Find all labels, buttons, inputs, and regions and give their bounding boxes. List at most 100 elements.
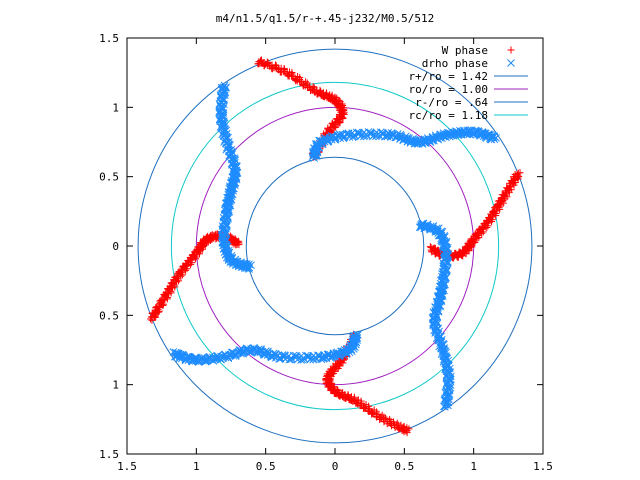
data-point [172, 351, 180, 360]
data-point [169, 348, 178, 356]
data-point [346, 396, 354, 404]
data-point [376, 414, 384, 422]
x-tick-label: 0.5 [394, 460, 414, 473]
data-point [388, 421, 396, 429]
data-point [213, 354, 222, 363]
data-point [369, 409, 377, 417]
data-point [384, 128, 393, 137]
x-tick-label: 1.5 [533, 460, 553, 473]
data-point [441, 403, 449, 411]
data-point [309, 355, 318, 364]
data-point [173, 273, 181, 281]
data-point [441, 394, 449, 403]
data-point [297, 77, 305, 85]
data-point [169, 279, 177, 287]
data-point [221, 353, 230, 362]
data-point [234, 261, 243, 269]
data-point [361, 404, 369, 412]
x-tick-label: 1 [193, 460, 200, 473]
data-point [464, 244, 472, 252]
legend-label: W phase [442, 44, 488, 57]
data-point [348, 396, 356, 404]
ticks-layer: 1.5 1 0.5 0 0.5 1 1.51.510.500.511.5 [99, 32, 553, 473]
y-tick-label: 1 [112, 101, 119, 114]
data-point [426, 243, 434, 251]
data-point [152, 313, 160, 321]
data-point [368, 408, 376, 416]
data-point [472, 127, 480, 135]
circle-2 [245, 156, 425, 336]
data-point [469, 236, 477, 244]
data-point [488, 131, 497, 140]
data-point [315, 351, 323, 360]
data-point [319, 354, 328, 363]
data-point [331, 366, 339, 374]
data-point [222, 83, 230, 92]
data-point [174, 350, 183, 359]
data-point [337, 111, 345, 119]
data-point [232, 237, 240, 245]
data-point [332, 362, 340, 370]
legend-label: r+/ro = 1.42 [409, 70, 488, 83]
data-point [177, 272, 185, 280]
series-1 [169, 81, 500, 411]
data-point [504, 186, 512, 194]
y-tick-label: 1 [112, 379, 119, 392]
data-point [353, 399, 361, 407]
y-tick-label: 0 [112, 240, 119, 253]
data-point [174, 269, 182, 277]
data-point [191, 255, 199, 263]
y-tick-label: 1.5 [99, 32, 119, 45]
data-point [439, 235, 447, 243]
data-point [360, 403, 368, 411]
x-tick-label: 0.5 [256, 460, 276, 473]
circle-3 [170, 81, 500, 411]
data-point [222, 222, 231, 231]
data-point [233, 241, 241, 249]
series-layer [147, 56, 524, 437]
x-tick-label: 1 [470, 460, 477, 473]
legend-marker [507, 46, 515, 54]
data-point [297, 356, 306, 364]
data-point [354, 400, 362, 408]
data-point [157, 296, 165, 304]
data-point [490, 135, 499, 144]
data-point [349, 397, 357, 405]
data-point [171, 283, 179, 291]
y-tick-label: 0.5 [99, 171, 119, 184]
data-point [292, 351, 300, 360]
data-point [494, 204, 502, 212]
data-point [505, 185, 513, 193]
data-point [340, 393, 348, 401]
legend-label: r-/ro = .64 [415, 96, 488, 109]
data-point [336, 357, 344, 365]
data-point [178, 267, 186, 275]
y-tick-label: 0.5 [99, 309, 119, 322]
data-point [205, 355, 214, 363]
data-point [328, 120, 336, 128]
data-point [219, 84, 227, 92]
data-point [436, 341, 445, 350]
legend-label: ro/ro = 1.00 [409, 83, 488, 96]
y-tick-label: 1.5 [99, 448, 119, 461]
data-point [427, 246, 435, 254]
data-point [466, 240, 474, 248]
data-point [179, 263, 187, 271]
data-point [383, 418, 391, 426]
data-point [280, 351, 289, 359]
data-point [324, 125, 332, 133]
legend-label: drho phase [422, 57, 488, 70]
data-point [501, 192, 509, 200]
data-point [437, 295, 445, 304]
circle-0 [137, 48, 533, 444]
data-point [227, 350, 235, 359]
data-point [305, 82, 313, 90]
data-point [395, 424, 403, 432]
legend-label: rc/ro = 1.18 [409, 109, 488, 122]
chart-title: m4/n1.5/q1.5/r-+.45-j232/M0.5/512 [216, 12, 435, 25]
data-point [222, 145, 231, 154]
x-tick-label: 1.5 [117, 460, 137, 473]
data-point [511, 174, 519, 182]
